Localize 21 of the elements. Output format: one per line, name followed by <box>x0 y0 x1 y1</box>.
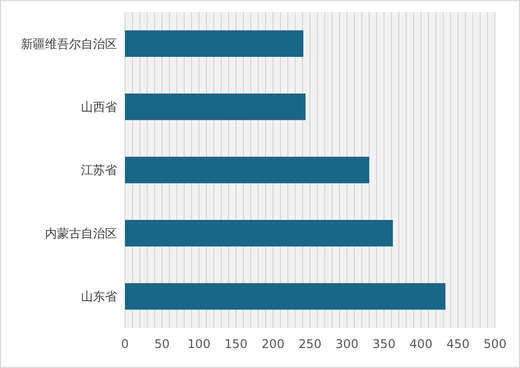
y-tick-label: 山东省 <box>81 290 117 304</box>
x-tick-label: 50 <box>154 337 170 351</box>
x-tick-label: 400 <box>410 337 432 351</box>
x-tick-label: 500 <box>484 337 506 351</box>
bar <box>125 156 370 184</box>
x-tick-label: 300 <box>336 337 358 351</box>
y-tick-label: 江苏省 <box>81 163 117 178</box>
x-tick-label: 200 <box>262 337 284 351</box>
bar <box>125 283 446 310</box>
x-tick-label: 250 <box>298 337 322 351</box>
bar <box>125 220 393 246</box>
y-tick-label: 内蒙古自治区 <box>45 226 117 240</box>
x-tick-label: 150 <box>224 337 248 351</box>
x-tick-label: 450 <box>446 337 470 351</box>
y-tick-label: 山西省 <box>81 100 117 114</box>
bar <box>125 94 306 120</box>
bar <box>125 30 304 57</box>
x-tick-label: 0 <box>121 337 129 351</box>
x-tick-label: 100 <box>188 337 210 351</box>
y-tick-label: 新疆维吾尔自治区 <box>21 36 117 51</box>
x-tick-label: 350 <box>372 337 396 351</box>
